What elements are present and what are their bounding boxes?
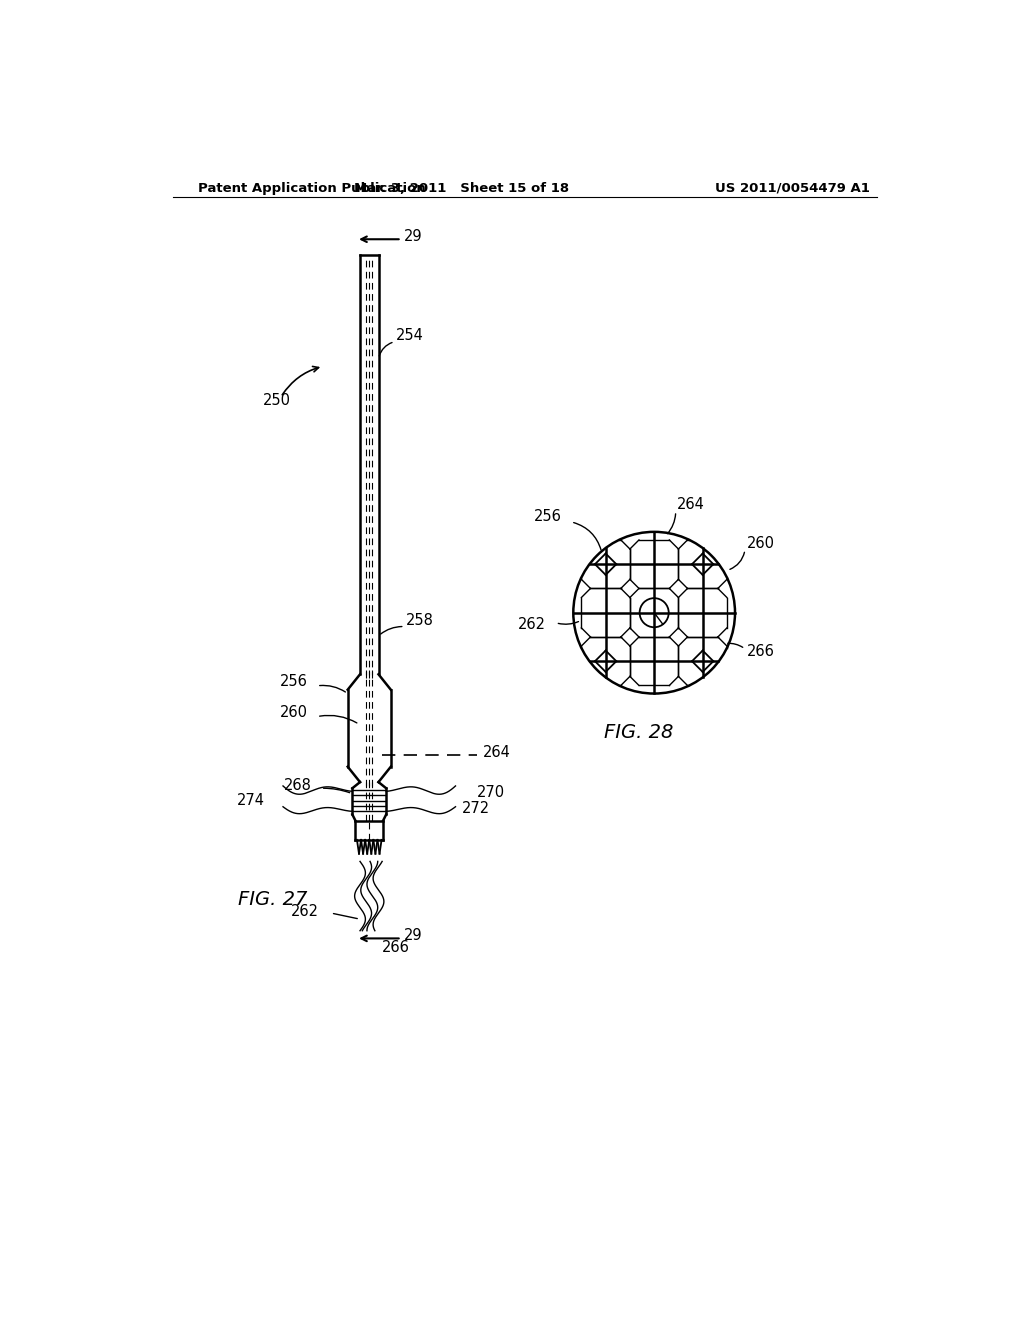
Text: 272: 272 [462,801,489,816]
Text: 270: 270 [477,785,505,800]
Text: 266: 266 [746,644,774,659]
Text: 29: 29 [403,928,423,942]
Text: 274: 274 [238,793,265,808]
Text: Mar. 3, 2011   Sheet 15 of 18: Mar. 3, 2011 Sheet 15 of 18 [354,182,569,194]
Text: 268: 268 [284,779,311,793]
Text: US 2011/0054479 A1: US 2011/0054479 A1 [715,182,869,194]
Text: FIG. 28: FIG. 28 [604,722,674,742]
Text: 266: 266 [382,940,411,956]
Text: 262: 262 [291,904,319,919]
Text: 264: 264 [483,744,511,759]
Text: 264: 264 [677,498,706,512]
Text: 254: 254 [396,327,424,343]
Text: Patent Application Publication: Patent Application Publication [199,182,426,194]
Text: 250: 250 [263,393,291,408]
Text: 260: 260 [746,536,774,550]
Text: 260: 260 [280,705,307,721]
Text: 258: 258 [407,612,434,628]
Text: 29: 29 [403,228,423,244]
Text: FIG. 27: FIG. 27 [239,891,308,909]
Text: 256: 256 [280,675,307,689]
Text: 256: 256 [534,510,562,524]
Text: 262: 262 [518,616,547,632]
